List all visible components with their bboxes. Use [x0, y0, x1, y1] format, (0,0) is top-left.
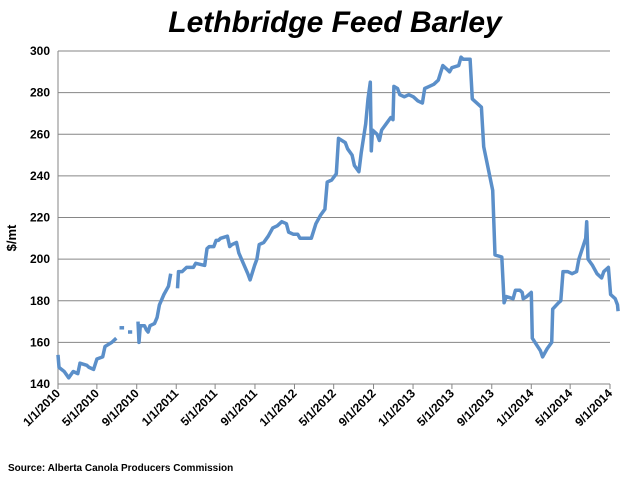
x-tick-labels: 1/1/20105/1/20109/1/20101/1/20115/1/2011…	[20, 386, 615, 429]
x-tick-label: 9/1/2013	[454, 386, 497, 429]
x-tick-label: 5/1/2012	[296, 386, 339, 429]
x-tick-label: 1/1/2011	[139, 386, 182, 429]
price-series	[56, 55, 620, 380]
y-tick-label: 220	[30, 211, 50, 225]
y-tick-label: 280	[30, 86, 50, 100]
x-tick-label: 9/1/2012	[336, 386, 379, 429]
x-tick-label: 5/1/2010	[59, 386, 102, 429]
x-tick-label: 5/1/2013	[414, 386, 457, 429]
gridlines	[58, 50, 610, 343]
chart-title: Lethbridge Feed Barley	[168, 6, 503, 39]
series-line-segment	[136, 273, 173, 345]
y-tick-label: 180	[30, 294, 50, 308]
x-tick-label: 1/1/2012	[257, 386, 300, 429]
x-tick-label: 5/1/2011	[178, 386, 221, 429]
y-tick-label: 260	[30, 127, 50, 141]
y-tick-label: 160	[30, 335, 50, 349]
series-line-segment	[175, 55, 620, 359]
y-tick-label: 240	[30, 169, 50, 183]
x-tick-label: 9/1/2014	[572, 386, 615, 429]
y-tick-label: 200	[30, 252, 50, 266]
axes	[57, 51, 611, 389]
x-tick-label: 9/1/2010	[99, 386, 142, 429]
x-tick-label: 1/1/2014	[493, 386, 536, 429]
series-line-segment	[56, 336, 118, 380]
y-tick-labels: 140 160 180 200 220 240 260 280 300	[30, 44, 50, 391]
y-axis-label: $/mt	[4, 224, 19, 251]
x-tick-label: 5/1/2014	[532, 386, 575, 429]
x-tick-label: 1/1/2010	[20, 386, 63, 429]
y-tick-label: 300	[30, 44, 50, 58]
x-tick-label: 9/1/2011	[218, 386, 261, 429]
y-tick-label: 140	[30, 377, 50, 391]
x-tick-label: 1/1/2013	[375, 386, 418, 429]
source-note: Source: Alberta Canola Producers Commiss…	[8, 463, 233, 474]
